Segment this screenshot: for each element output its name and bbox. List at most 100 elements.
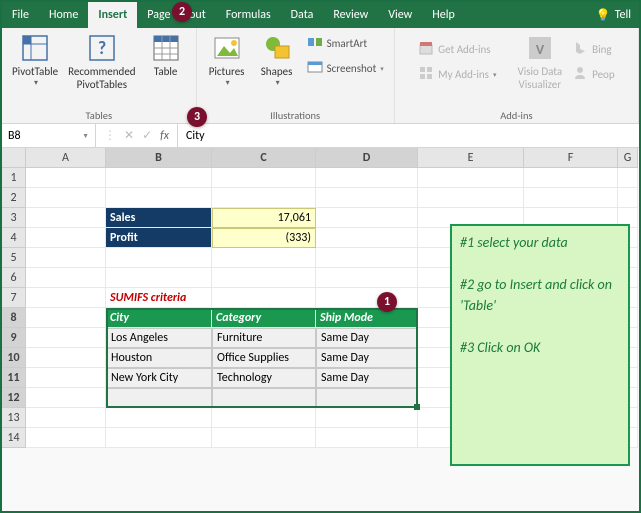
row-header[interactable]: 5 (2, 248, 26, 268)
row-header[interactable]: 9 (2, 328, 26, 348)
row-header[interactable]: 8 (2, 308, 26, 328)
col-header-E[interactable]: E (418, 148, 524, 168)
th-city: City (106, 308, 212, 328)
svg-text:?: ? (98, 37, 106, 59)
addins-icon (418, 65, 434, 84)
row-header[interactable]: 11 (2, 368, 26, 388)
formula-bar-icons: ⋮ ✕ ✓ fx (96, 124, 178, 147)
table-cell (212, 388, 316, 408)
annotation-note: #1 select your data #2 go to Insert and … (450, 224, 630, 466)
col-header-A[interactable]: A (26, 148, 106, 168)
tab-insert[interactable]: Insert (88, 2, 137, 28)
pivottable-icon (19, 32, 51, 64)
group-illustrations: Pictures ▾ Shapes ▾ SmartArt Screenshot (197, 28, 395, 123)
note-line3: #3 Click on OK (460, 337, 620, 358)
bulb-icon: 💡 (596, 8, 611, 23)
tell-me-label: Tell (615, 8, 631, 22)
annotation-3: 3 (187, 107, 207, 127)
select-all-corner[interactable] (2, 148, 26, 168)
bing-label: Bing (592, 43, 611, 56)
col-header-B[interactable]: B (106, 148, 212, 168)
smartart-button[interactable]: SmartArt (303, 32, 388, 55)
cancel-icon[interactable]: ✕ (124, 128, 134, 143)
name-box-value: B8 (8, 129, 21, 143)
row-header[interactable]: 1 (2, 168, 26, 188)
table-cell: New York City (106, 368, 212, 388)
profit-value-cell: (333) (212, 228, 316, 248)
annotation-1: 1 (377, 292, 397, 312)
enter-icon[interactable]: ✓ (142, 128, 152, 143)
shapes-icon (261, 32, 293, 64)
table-cell (316, 388, 418, 408)
formula-bar-value[interactable]: City (178, 129, 213, 143)
tab-view[interactable]: View (378, 2, 422, 28)
row-header[interactable]: 4 (2, 228, 26, 248)
note-line2: #2 go to Insert and click on 'Table' (460, 274, 620, 316)
row-header[interactable]: 2 (2, 188, 26, 208)
annotation-2: 2 (172, 2, 192, 22)
chevron-down-icon: ▾ (493, 70, 497, 79)
chevron-down-icon: ▾ (34, 79, 38, 88)
recommended-pivot-label: Recommended PivotTables (68, 66, 135, 91)
table-cell: Technology (212, 368, 316, 388)
tab-data[interactable]: Data (281, 2, 324, 28)
recommended-pivot-button[interactable]: ? Recommended PivotTables (64, 30, 139, 91)
ribbon: PivotTable ▾ ? Recommended PivotTables T… (2, 28, 639, 124)
table-cell: Same Day (316, 368, 418, 388)
screenshot-label: Screenshot (327, 62, 377, 75)
col-header-C[interactable]: C (212, 148, 316, 168)
bing-icon (572, 40, 588, 59)
table-cell: Same Day (316, 348, 418, 368)
col-header-F[interactable]: F (524, 148, 618, 168)
col-header-G[interactable]: G (618, 148, 638, 168)
name-box[interactable]: B8 ▼ (2, 124, 96, 147)
th-category: Category (212, 308, 316, 328)
tab-file[interactable]: File (2, 2, 39, 28)
group-addins: Get Add-ins My Add-ins ▾ V Visio Data Vi… (395, 28, 639, 123)
ribbon-tabs: File Home Insert Page Layout Formulas Da… (2, 2, 639, 28)
shapes-button[interactable]: Shapes ▾ (253, 30, 301, 88)
people-button[interactable]: Peop (568, 63, 619, 86)
visio-icon: V (524, 32, 556, 64)
store-icon (418, 40, 434, 59)
group-tables-label: Tables (86, 109, 113, 122)
row-header[interactable]: 14 (2, 428, 26, 448)
pivottable-label: PivotTable (12, 66, 58, 79)
row-header[interactable]: 6 (2, 268, 26, 288)
shapes-label: Shapes (261, 66, 293, 79)
smartart-label: SmartArt (327, 37, 368, 50)
table-button[interactable]: Table (142, 30, 190, 79)
row-header[interactable]: 13 (2, 408, 26, 428)
row-header[interactable]: 3 (2, 208, 26, 228)
pictures-icon (211, 32, 243, 64)
row-header[interactable]: 12 (2, 388, 26, 408)
get-addins-button[interactable]: Get Add-ins (414, 38, 500, 61)
pictures-button[interactable]: Pictures ▾ (203, 30, 251, 88)
group-illustrations-label: Illustrations (270, 109, 320, 122)
chevron-down-icon: ▼ (82, 131, 89, 140)
row-header[interactable]: 10 (2, 348, 26, 368)
profit-label-cell: Profit (106, 228, 212, 248)
col-header-D[interactable]: D (316, 148, 418, 168)
row-header[interactable]: 7 (2, 288, 26, 308)
screenshot-button[interactable]: Screenshot ▾ (303, 57, 388, 80)
bing-button[interactable]: Bing (568, 38, 619, 61)
tab-home[interactable]: Home (39, 2, 88, 28)
table-cell: Furniture (212, 328, 316, 348)
chevron-down-icon: ▾ (226, 79, 230, 88)
group-addins-label: Add-ins (500, 109, 532, 122)
pictures-label: Pictures (209, 66, 245, 79)
tab-help[interactable]: Help (422, 2, 465, 28)
fx-icon[interactable]: fx (160, 129, 169, 143)
tab-formulas[interactable]: Formulas (216, 2, 281, 28)
my-addins-button[interactable]: My Add-ins ▾ (414, 63, 500, 86)
table-icon (150, 32, 182, 64)
people-label: Peop (592, 68, 615, 81)
visio-button[interactable]: V Visio Data Visualizer (513, 30, 566, 91)
my-addins-label: My Add-ins (438, 68, 489, 81)
table-cell: Office Supplies (212, 348, 316, 368)
recommended-pivot-icon: ? (86, 32, 118, 64)
tab-review[interactable]: Review (323, 2, 378, 28)
pivottable-button[interactable]: PivotTable ▾ (8, 30, 62, 88)
tell-me[interactable]: 💡 Tell (588, 2, 639, 28)
